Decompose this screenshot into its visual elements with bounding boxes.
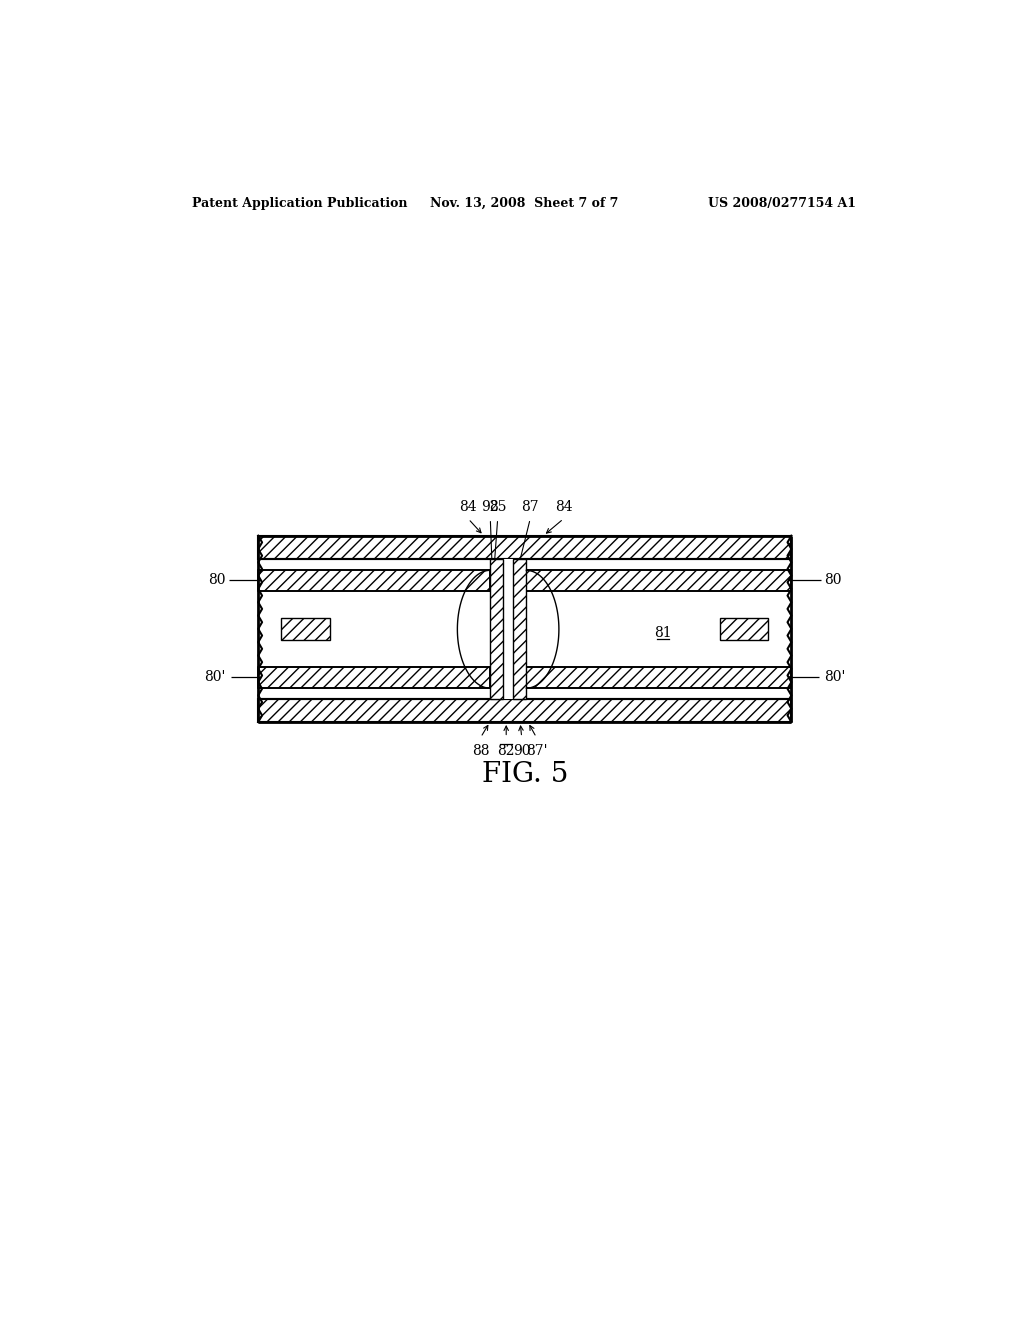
- Bar: [258, 536, 792, 558]
- Text: 80: 80: [208, 573, 225, 587]
- Text: 87': 87': [525, 743, 547, 758]
- Text: 80': 80': [204, 671, 225, 684]
- Bar: [526, 570, 792, 591]
- Text: 84: 84: [460, 500, 477, 515]
- Text: 92: 92: [481, 500, 499, 515]
- Text: 80': 80': [824, 671, 846, 684]
- Text: 84: 84: [555, 500, 572, 515]
- Bar: [258, 700, 792, 722]
- Bar: [503, 558, 513, 700]
- Text: 87: 87: [521, 500, 539, 515]
- Text: 82: 82: [498, 743, 515, 758]
- Bar: [258, 570, 489, 591]
- Bar: [258, 667, 489, 688]
- Bar: [282, 618, 330, 640]
- Bar: [513, 558, 526, 700]
- Bar: [489, 667, 526, 688]
- Text: FIG. 5: FIG. 5: [481, 760, 568, 788]
- Bar: [489, 570, 526, 591]
- Text: 85: 85: [488, 500, 507, 515]
- Text: US 2008/0277154 A1: US 2008/0277154 A1: [709, 197, 856, 210]
- Bar: [720, 618, 768, 640]
- Text: 88: 88: [472, 743, 489, 758]
- Text: 80: 80: [824, 573, 842, 587]
- Text: Nov. 13, 2008  Sheet 7 of 7: Nov. 13, 2008 Sheet 7 of 7: [430, 197, 618, 210]
- Text: 90: 90: [513, 743, 530, 758]
- Text: Patent Application Publication: Patent Application Publication: [191, 197, 408, 210]
- Bar: [526, 667, 792, 688]
- Text: 81: 81: [654, 626, 672, 640]
- Bar: [489, 558, 503, 700]
